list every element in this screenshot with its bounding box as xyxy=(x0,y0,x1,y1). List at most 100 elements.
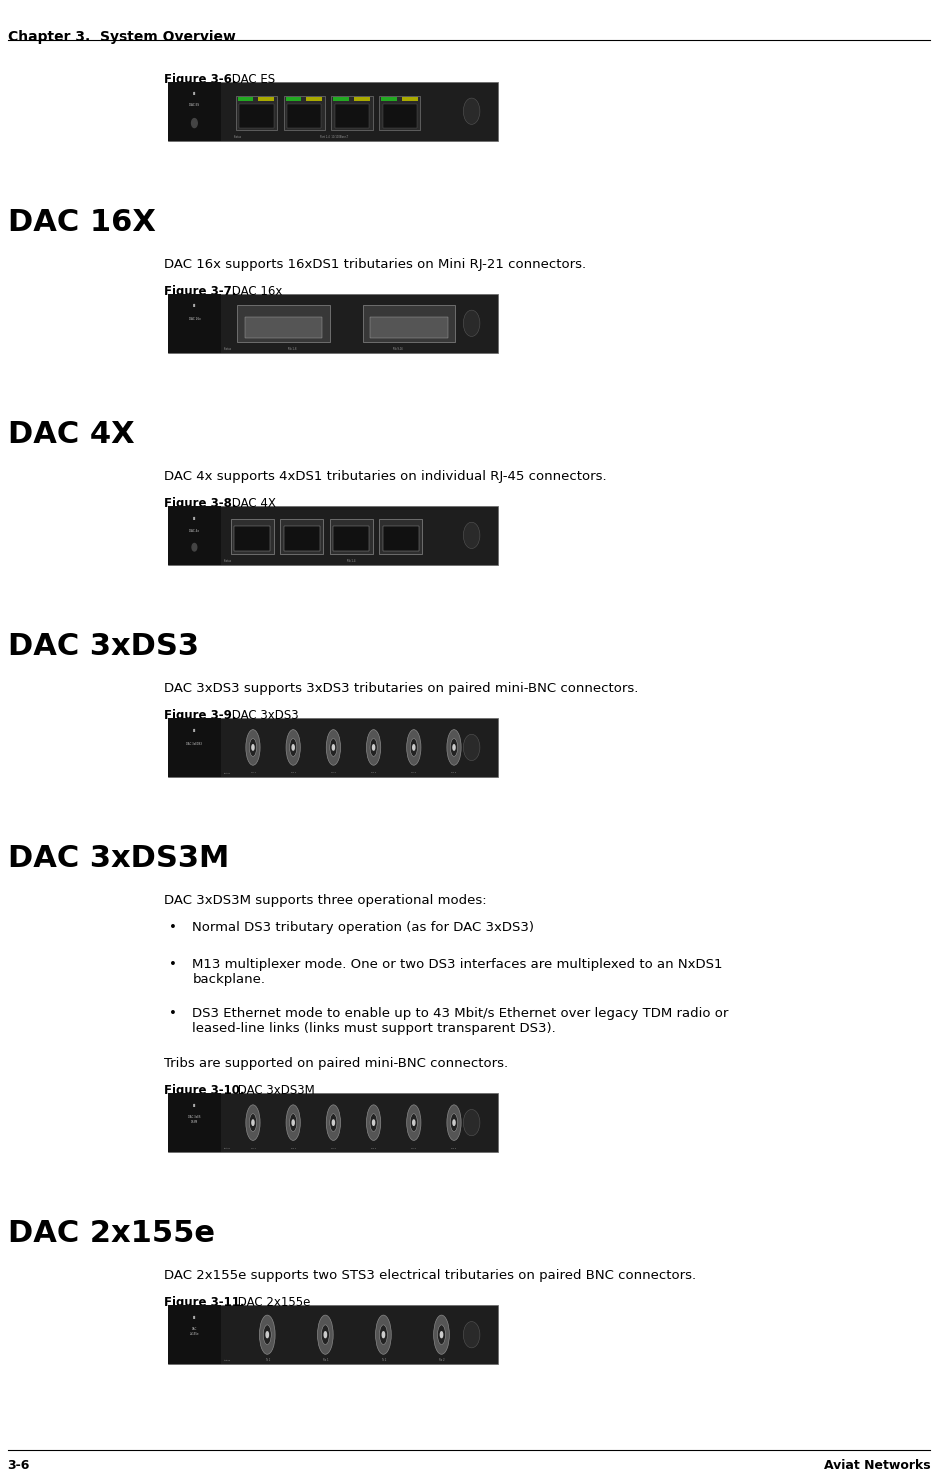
Text: Figure 3-8.: Figure 3-8. xyxy=(164,497,236,510)
Text: M13 multiplexer mode. One or two DS3 interfaces are multiplexed to an NxDS1
back: M13 multiplexer mode. One or two DS3 int… xyxy=(192,958,723,986)
Ellipse shape xyxy=(450,1114,458,1132)
Ellipse shape xyxy=(407,730,421,765)
Ellipse shape xyxy=(370,1114,377,1132)
Bar xyxy=(363,305,455,343)
Text: ▐▌: ▐▌ xyxy=(191,516,197,519)
Bar xyxy=(283,526,320,552)
Bar xyxy=(354,96,370,101)
Text: Port 1-4  10/100Base-T: Port 1-4 10/100Base-T xyxy=(320,135,348,139)
Text: DAC 16x supports 16xDS1 tributaries on Mini RJ-21 connectors.: DAC 16x supports 16xDS1 tributaries on M… xyxy=(164,258,586,271)
Text: Figure 3-9.: Figure 3-9. xyxy=(164,709,236,722)
Bar xyxy=(168,718,498,777)
Bar xyxy=(333,96,349,101)
Text: DAC 2x155e supports two STS3 electrical tributaries on paired BNC connectors.: DAC 2x155e supports two STS3 electrical … xyxy=(164,1269,696,1283)
Bar xyxy=(379,519,422,555)
Text: ▐▌: ▐▌ xyxy=(191,1315,197,1318)
Text: Status: Status xyxy=(224,347,232,351)
Text: DS3 Ethernet mode to enable up to 43 Mbit/s Ethernet over legacy TDM radio or
le: DS3 Ethernet mode to enable up to 43 Mbi… xyxy=(192,1007,729,1035)
Circle shape xyxy=(191,119,197,128)
Bar xyxy=(379,96,420,131)
Text: DAC ES: DAC ES xyxy=(189,104,200,107)
Bar xyxy=(239,104,274,128)
Text: DAC 3xEDS3: DAC 3xEDS3 xyxy=(187,743,203,746)
Bar xyxy=(383,526,418,552)
Text: Figure 3-7.: Figure 3-7. xyxy=(164,285,236,298)
Text: DAC 4x supports 4xDS1 tributaries on individual RJ-45 connectors.: DAC 4x supports 4xDS1 tributaries on ind… xyxy=(164,470,607,483)
Text: DAC 2x155e: DAC 2x155e xyxy=(234,1296,310,1309)
Text: ▐▌: ▐▌ xyxy=(191,304,197,307)
Bar xyxy=(333,526,370,552)
Circle shape xyxy=(463,522,480,549)
Bar xyxy=(237,96,253,101)
Ellipse shape xyxy=(413,744,415,750)
Ellipse shape xyxy=(372,744,374,750)
Bar xyxy=(401,96,417,101)
Text: Aviat Networks: Aviat Networks xyxy=(824,1459,930,1473)
Bar xyxy=(237,305,329,343)
Circle shape xyxy=(463,98,480,125)
Text: Rx 1: Rx 1 xyxy=(323,1358,328,1363)
Ellipse shape xyxy=(317,1315,333,1354)
Text: •: • xyxy=(169,958,176,971)
Ellipse shape xyxy=(367,1105,381,1140)
Bar xyxy=(168,82,220,141)
Ellipse shape xyxy=(250,739,256,756)
Ellipse shape xyxy=(264,1324,271,1345)
Ellipse shape xyxy=(246,1105,260,1140)
Text: DAC 3xDS3M: DAC 3xDS3M xyxy=(234,1084,314,1097)
Bar xyxy=(245,317,323,338)
Bar xyxy=(283,96,325,131)
Text: Tribs are supported on paired mini-BNC connectors.: Tribs are supported on paired mini-BNC c… xyxy=(164,1057,508,1071)
Text: DAC 3xDS3M supports three operational modes:: DAC 3xDS3M supports three operational mo… xyxy=(164,894,487,908)
Text: Status: Status xyxy=(234,135,242,139)
Ellipse shape xyxy=(326,730,340,765)
Ellipse shape xyxy=(375,1315,391,1354)
Bar xyxy=(168,506,220,565)
Ellipse shape xyxy=(332,744,335,750)
Bar xyxy=(381,96,397,101)
Text: DAC 3xES
DS3M: DAC 3xES DS3M xyxy=(189,1115,201,1124)
Bar xyxy=(329,519,372,555)
Ellipse shape xyxy=(407,1105,421,1140)
Ellipse shape xyxy=(367,730,381,765)
Ellipse shape xyxy=(252,744,254,750)
Ellipse shape xyxy=(446,730,461,765)
Text: Figure 3-10.: Figure 3-10. xyxy=(164,1084,245,1097)
Text: Trib 1-4: Trib 1-4 xyxy=(346,559,356,564)
Text: DAC 2x155e: DAC 2x155e xyxy=(8,1219,215,1249)
Text: Status: Status xyxy=(224,559,232,564)
Ellipse shape xyxy=(440,1332,443,1338)
Bar xyxy=(235,96,277,131)
Bar xyxy=(331,96,372,131)
Bar xyxy=(285,96,301,101)
Bar xyxy=(168,294,498,353)
Ellipse shape xyxy=(292,1120,295,1126)
Text: •: • xyxy=(169,1007,176,1020)
Text: DAC 16x: DAC 16x xyxy=(189,316,201,320)
Text: ▐▌: ▐▌ xyxy=(191,92,197,95)
Bar xyxy=(383,104,417,128)
Bar xyxy=(280,519,323,555)
Text: DAC
2x155e: DAC 2x155e xyxy=(189,1327,199,1336)
Ellipse shape xyxy=(330,1114,337,1132)
Bar xyxy=(168,1305,498,1364)
Text: Chapter 3.  System Overview: Chapter 3. System Overview xyxy=(8,30,235,43)
Ellipse shape xyxy=(410,739,417,756)
Text: •: • xyxy=(169,921,176,934)
Ellipse shape xyxy=(433,1315,449,1354)
Bar xyxy=(168,1093,498,1152)
Ellipse shape xyxy=(450,739,458,756)
Bar xyxy=(168,506,498,565)
Bar xyxy=(258,96,274,101)
Text: DAC 3xDS3: DAC 3xDS3 xyxy=(228,709,298,722)
Ellipse shape xyxy=(453,744,455,750)
Ellipse shape xyxy=(453,1120,455,1126)
Ellipse shape xyxy=(332,1120,335,1126)
Bar xyxy=(168,1305,220,1364)
Text: ▐▌: ▐▌ xyxy=(191,1103,197,1106)
Text: DAC 4X: DAC 4X xyxy=(228,497,276,510)
Text: Figure 3-11.: Figure 3-11. xyxy=(164,1296,245,1309)
Ellipse shape xyxy=(410,1114,417,1132)
Text: DAC 4x: DAC 4x xyxy=(189,528,200,532)
Text: DAC 4X: DAC 4X xyxy=(8,420,134,449)
